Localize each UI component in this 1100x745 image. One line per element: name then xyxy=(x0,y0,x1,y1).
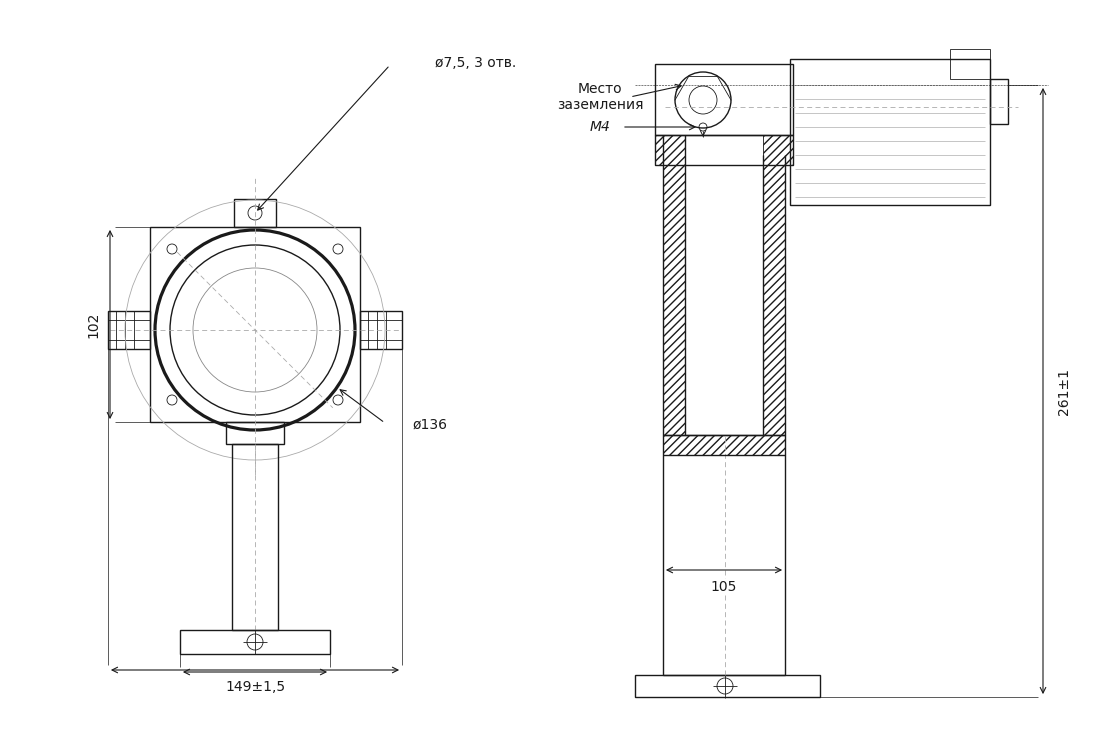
Text: 102: 102 xyxy=(86,312,100,338)
Bar xyxy=(150,227,360,422)
Bar xyxy=(685,165,763,435)
Text: 118: 118 xyxy=(242,678,268,692)
Bar xyxy=(663,435,785,675)
Bar xyxy=(360,311,401,349)
Bar xyxy=(990,79,1008,124)
Text: M4: M4 xyxy=(590,120,610,134)
Bar xyxy=(635,675,820,697)
Text: ø136: ø136 xyxy=(412,418,448,432)
Bar xyxy=(663,435,785,455)
Text: заземления: заземления xyxy=(557,98,644,112)
Text: 105: 105 xyxy=(711,580,737,594)
Bar xyxy=(790,59,990,205)
Text: 149±1,5: 149±1,5 xyxy=(224,680,285,694)
Text: Место: Место xyxy=(578,82,623,96)
Bar xyxy=(763,155,785,435)
Bar xyxy=(654,135,793,165)
Bar xyxy=(663,135,685,435)
Bar xyxy=(950,49,990,79)
Bar xyxy=(226,422,284,444)
Bar xyxy=(654,64,793,135)
Bar xyxy=(654,135,685,165)
Bar xyxy=(763,135,793,165)
Bar xyxy=(234,199,276,227)
Bar xyxy=(232,444,278,630)
Bar xyxy=(108,311,150,349)
Bar xyxy=(180,630,330,654)
Text: ø7,5, 3 отв.: ø7,5, 3 отв. xyxy=(434,56,516,70)
Text: 261±1: 261±1 xyxy=(1057,367,1071,414)
